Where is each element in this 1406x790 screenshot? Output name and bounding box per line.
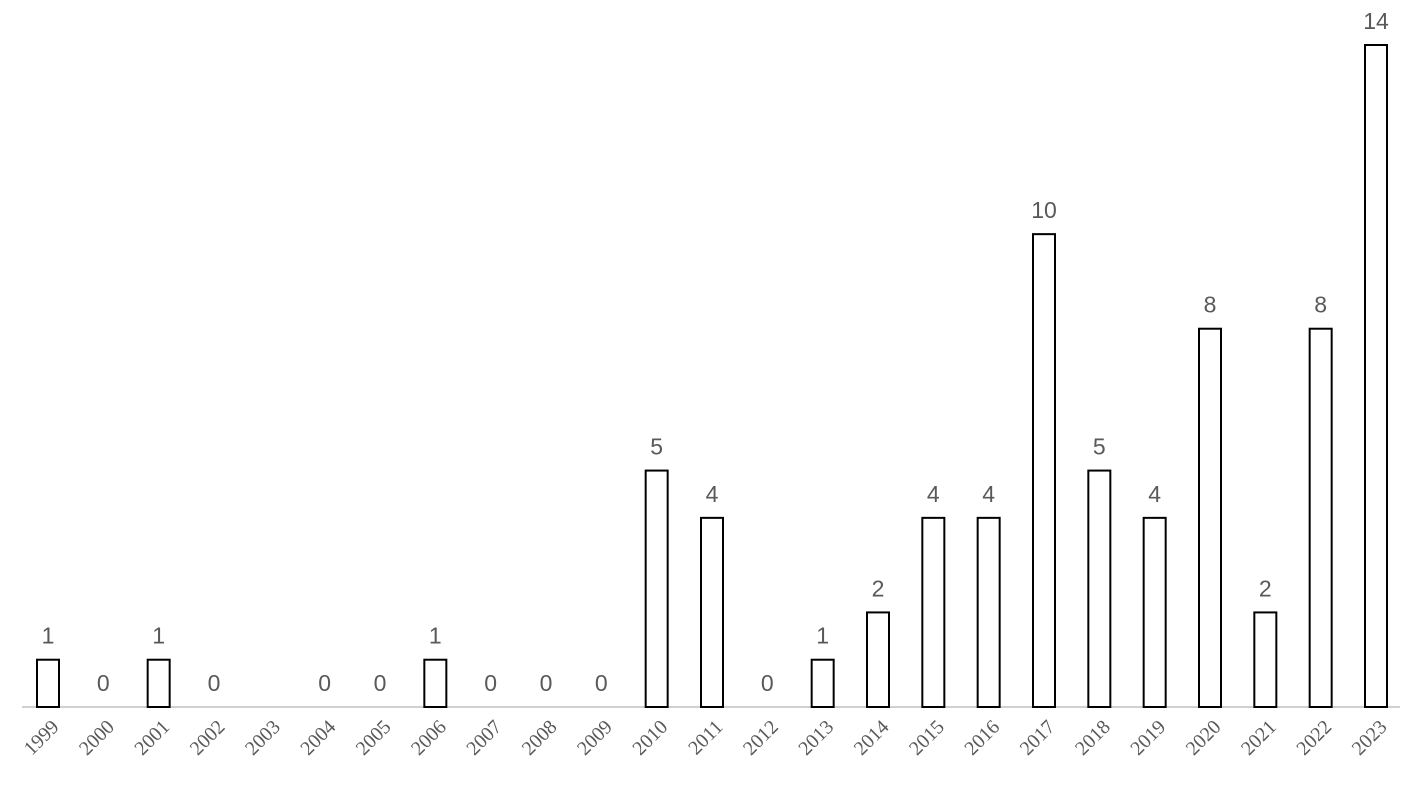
bar: [1032, 233, 1056, 708]
data-label: 1: [42, 623, 55, 649]
data-label: 1: [429, 623, 442, 649]
x-tick-label: 2002: [186, 716, 230, 760]
bar: [1253, 611, 1278, 709]
bar: [700, 516, 724, 708]
x-tick-label: 2018: [1071, 716, 1115, 760]
data-label: 10: [1031, 197, 1057, 223]
data-label: 14: [1363, 8, 1389, 34]
bar: [644, 469, 669, 709]
data-label: 1: [816, 623, 829, 649]
x-tick-label: 2006: [407, 716, 451, 760]
x-tick-label: 2014: [850, 716, 894, 760]
x-tick-label: 2010: [628, 716, 672, 760]
bar: [866, 611, 890, 709]
data-label: 0: [484, 670, 497, 696]
bar: [1198, 327, 1222, 708]
x-tick-label: 2016: [960, 716, 1004, 760]
bar: [423, 658, 448, 709]
x-tick-label: 2015: [905, 716, 949, 760]
data-label: 4: [706, 481, 719, 507]
x-tick-label: 2001: [130, 716, 174, 760]
bar: [146, 658, 171, 709]
bar: [1364, 44, 1388, 708]
data-label: 5: [650, 434, 663, 460]
data-label: 4: [927, 481, 940, 507]
bar: [810, 658, 835, 709]
data-label: 0: [97, 670, 110, 696]
data-label: 0: [761, 670, 774, 696]
x-tick-label: 2019: [1126, 716, 1170, 760]
x-tick-label: 2017: [1016, 716, 1060, 760]
x-tick-label: 2022: [1292, 716, 1336, 760]
data-label: 0: [318, 670, 331, 696]
x-tick-label: 2023: [1348, 716, 1392, 760]
bar: [1308, 327, 1333, 708]
data-label: 4: [982, 481, 995, 507]
data-label: 5: [1093, 434, 1106, 460]
bar: [976, 516, 1001, 708]
bar: [36, 658, 60, 709]
data-label: 8: [1204, 292, 1217, 318]
x-tick-label: 2004: [296, 716, 340, 760]
data-label: 8: [1314, 292, 1327, 318]
bar: [1142, 516, 1167, 708]
x-tick-label: 2011: [684, 716, 727, 759]
x-tick-label: 2021: [1237, 716, 1281, 760]
data-label: 0: [595, 670, 608, 696]
data-label: 0: [374, 670, 387, 696]
x-tick-label: 2012: [739, 716, 783, 760]
data-label: 1: [152, 623, 165, 649]
bar: [1087, 469, 1112, 709]
x-tick-label: 2005: [352, 716, 396, 760]
x-tick-label: 2008: [518, 716, 562, 760]
data-label: 2: [872, 575, 885, 601]
x-tick-label: 2020: [1182, 716, 1226, 760]
x-tick-label: 2013: [794, 716, 838, 760]
x-tick-label: 2000: [75, 716, 119, 760]
data-label: 2: [1259, 575, 1272, 601]
bar: [921, 516, 946, 708]
data-label: 0: [540, 670, 553, 696]
data-label: 0: [208, 670, 221, 696]
x-tick-label: 2007: [462, 716, 506, 760]
data-label: 4: [1148, 481, 1161, 507]
x-tick-label: 2009: [573, 716, 617, 760]
x-tick-label: 2003: [241, 716, 285, 760]
x-tick-label: 1999: [20, 716, 64, 760]
